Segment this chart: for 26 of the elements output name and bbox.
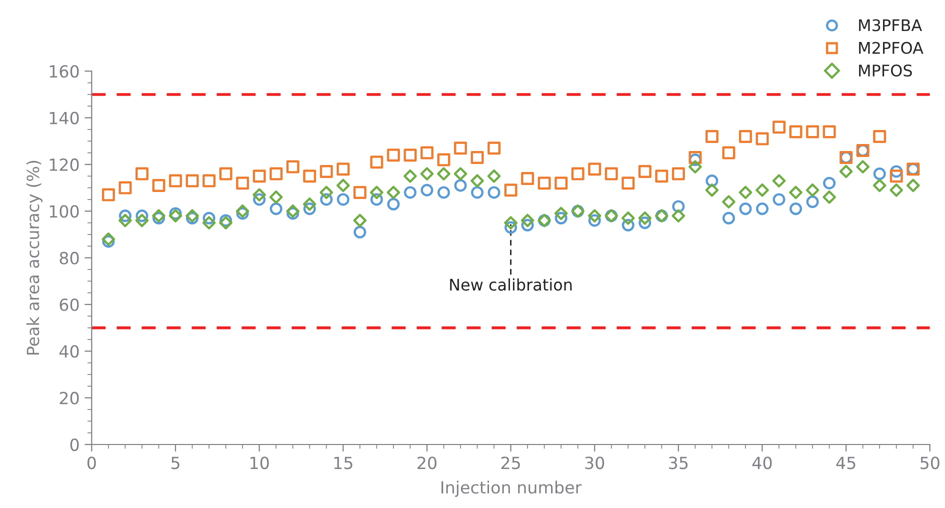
y-tick-label: 0: [70, 438, 79, 452]
x-tick-label: 25: [501, 456, 520, 470]
x-tick-label: 10: [250, 456, 269, 470]
y-tick-label: 120: [50, 158, 79, 172]
x-tick-label: 35: [669, 456, 688, 470]
y-tick-label: 100: [50, 205, 79, 218]
y-tick-label: 140: [50, 112, 79, 124]
y-axis-title: Peak area accuracy (%): [26, 160, 42, 354]
x-tick-label: 0: [87, 456, 96, 470]
x-tick-label: 15: [334, 456, 352, 470]
x-tick-label: 30: [585, 456, 604, 470]
y-tick-label: 80: [60, 252, 79, 264]
y-tick-label: 40: [59, 345, 79, 358]
legend-label: MPFOS: [859, 64, 912, 77]
legend-label: M2PFOA: [859, 42, 924, 54]
y-tick-label: 20: [60, 392, 79, 404]
x-tick-label: 5: [171, 456, 180, 470]
x-axis-title: Injection number: [442, 480, 582, 497]
x-tick-label: 40: [752, 456, 772, 470]
x-tick-label: 20: [418, 456, 436, 470]
legend-label: M3PFBA: [859, 19, 922, 32]
x-tick-label: 50: [920, 456, 940, 470]
y-tick-label: 160: [50, 65, 79, 78]
y-tick-label: 60: [60, 298, 79, 312]
ref-line-label: New calibration: [450, 278, 572, 291]
x-tick-label: 45: [836, 456, 856, 470]
